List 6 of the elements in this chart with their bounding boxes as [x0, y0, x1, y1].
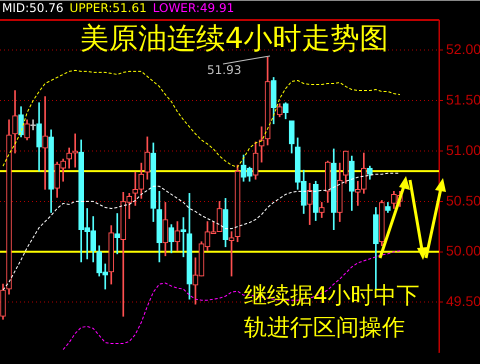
- text: UPPER:51.61: [70, 1, 147, 15]
- text: MID:50.76: [2, 1, 64, 15]
- candlestick: [228, 231, 234, 276]
- text: LOWER:49.91: [152, 1, 234, 15]
- annotation: 51.93: [207, 63, 242, 77]
- chart-title: 美原油连续4小时走势图: [80, 20, 388, 57]
